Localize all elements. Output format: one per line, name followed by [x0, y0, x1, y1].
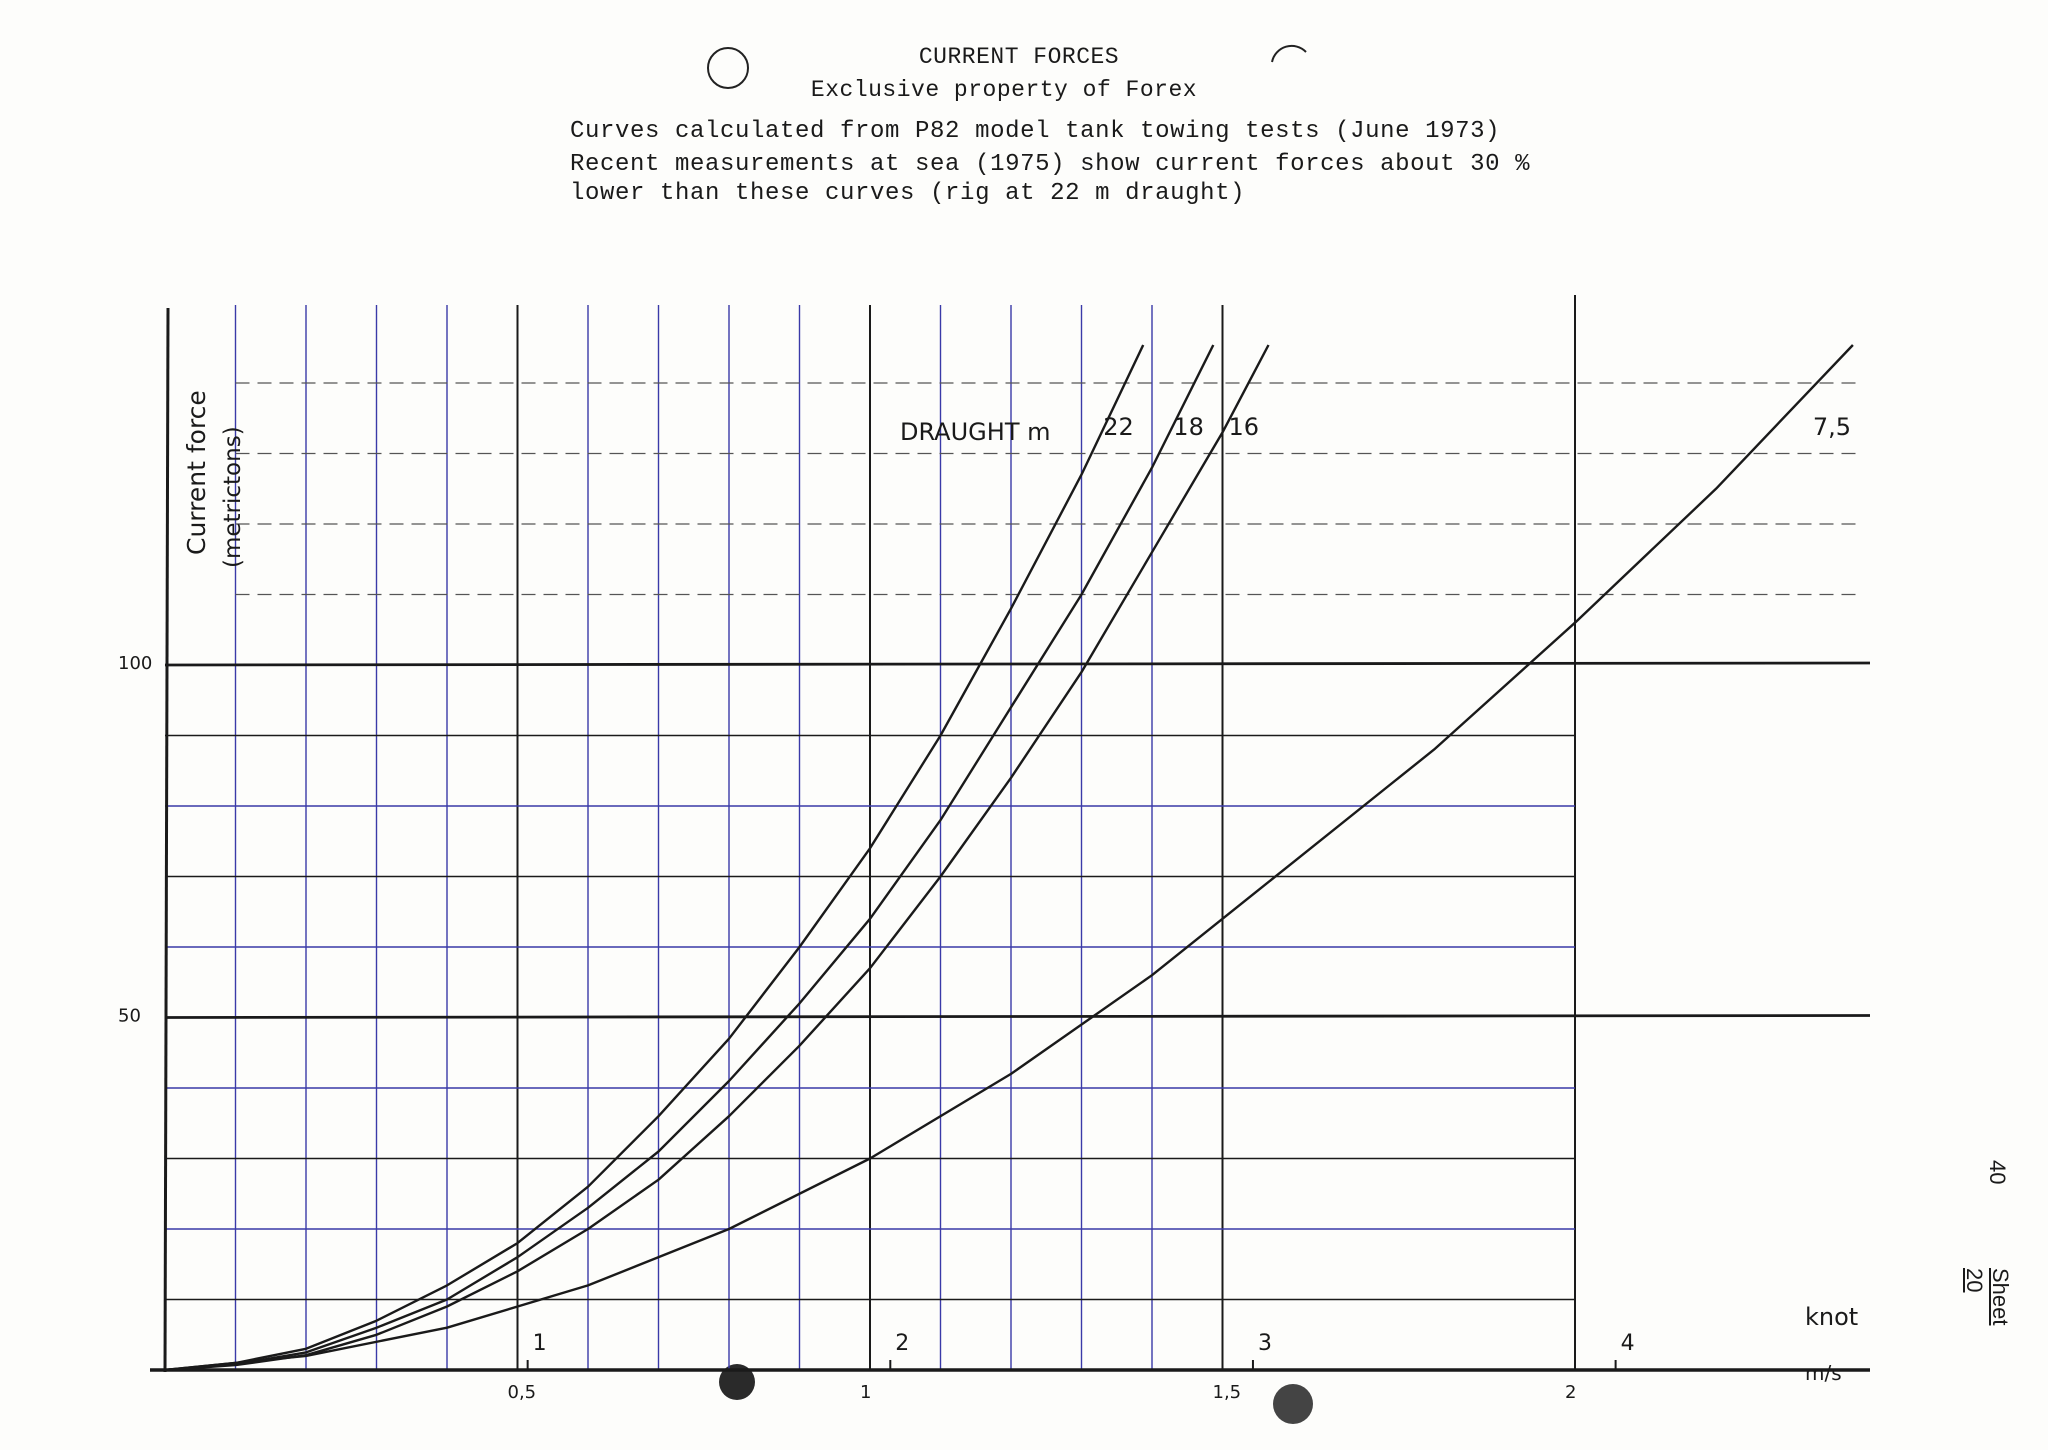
knot-tick-label: 3 [1258, 1331, 1272, 1356]
x-axis-label-knot: knot [1805, 1303, 1858, 1331]
x-tick-label: 1 [860, 1382, 871, 1403]
grid [164, 295, 1871, 1370]
x-tick-label: 2 [1565, 1382, 1576, 1403]
y-axis-line [163, 307, 170, 1373]
x-axis-label-ms: m/s [1805, 1361, 1842, 1385]
series-line-16 [164, 344, 1270, 1372]
y-axis-label: Current force [182, 390, 211, 555]
knot-tick-label: 1 [533, 1331, 547, 1356]
series-label: 7,5 [1813, 413, 1851, 441]
legend-title: DRAUGHT m [900, 418, 1050, 446]
chart-subtitle: Exclusive property of Forex [810, 77, 1198, 103]
note-line-1: Curves calculated from P82 model tank to… [570, 118, 1501, 145]
y-tick-label: 50 [118, 1006, 141, 1027]
tick-labels: 0,5 1 1,5 2 1 2 3 4 50 100 [118, 653, 1635, 1403]
series-label: 18 [1173, 413, 1204, 441]
note-line-2: Recent measurements at sea (1975) show c… [570, 151, 1531, 178]
series-line-18 [164, 344, 1215, 1372]
y-axis-unit: (metrictons) [220, 426, 246, 568]
grid-line-major [164, 1014, 1871, 1019]
series-line-22 [164, 344, 1145, 1372]
series-lines [164, 344, 1854, 1372]
x-tick-label: 1,5 [1213, 1382, 1242, 1403]
punch-hole-top-right [1271, 44, 1307, 63]
punch-hole-bottom-right [1273, 1384, 1313, 1424]
knot-tick-label: 2 [895, 1331, 909, 1356]
chart-title: CURRENT FORCES [918, 44, 1120, 70]
series-label: 22 [1103, 413, 1134, 441]
knot-tick-label: 4 [1621, 1331, 1635, 1356]
series-line-7-5 [164, 344, 1854, 1372]
punch-hole-bottom-left [719, 1364, 755, 1400]
note-line-3: lower than these curves (rig at 22 m dra… [570, 180, 1246, 207]
series-labels: 22 18 16 7,5 [1103, 413, 1851, 441]
axes [150, 307, 1870, 1373]
series-label: 16 [1228, 413, 1259, 441]
x-tick-label: 0,5 [508, 1382, 537, 1403]
grid-line-major [164, 661, 1871, 667]
punch-hole-top-left [707, 47, 749, 89]
y-tick-label: 100 [118, 653, 152, 674]
